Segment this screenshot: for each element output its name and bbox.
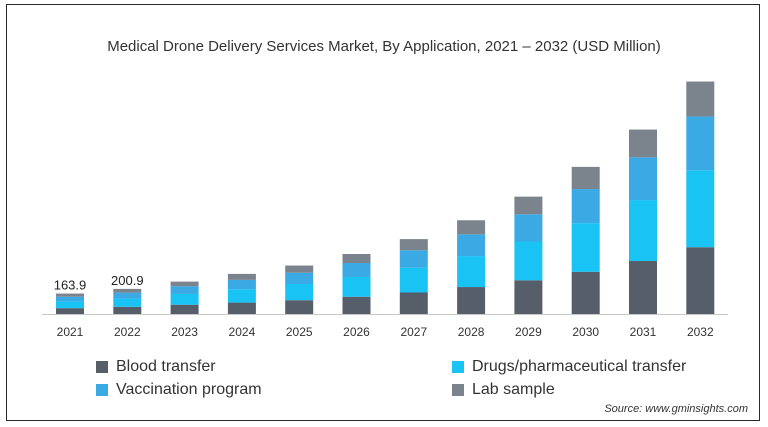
bar-segment-vaccination-program-2030	[571, 189, 600, 224]
bar-segment-drugs-pharmaceutical-transfer-2029	[514, 241, 543, 281]
bar-segment-blood-transfer-2030	[571, 271, 600, 314]
bar-segment-vaccination-program-2032	[686, 116, 715, 171]
bar-segment-lab-sample-2025	[285, 265, 314, 273]
bar-segment-lab-sample-2023	[170, 281, 199, 287]
bar-segment-lab-sample-2027	[399, 239, 428, 251]
bar-segment-vaccination-program-2028	[457, 234, 486, 257]
data-label-total-2021: 163.9	[54, 278, 87, 293]
bar-segment-drugs-pharmaceutical-transfer-2031	[629, 200, 657, 262]
x-tick-label-2028: 2028	[458, 325, 485, 339]
bar-segment-lab-sample-2031	[629, 129, 657, 158]
legend-label-drugs: Drugs/pharmaceutical transfer	[472, 358, 687, 375]
bar-segment-vaccination-program-2026	[342, 263, 371, 277]
x-tick-label-2025: 2025	[286, 325, 313, 339]
legend-label-lab: Lab sample	[472, 381, 555, 398]
bar-segment-drugs-pharmaceutical-transfer-2025	[285, 283, 314, 301]
bar-segment-drugs-pharmaceutical-transfer-2023	[170, 293, 199, 305]
x-tick-label-2024: 2024	[229, 325, 256, 339]
bar-segment-lab-sample-2022	[113, 288, 142, 293]
bar-segment-drugs-pharmaceutical-transfer-2024	[227, 289, 256, 303]
legend-drugs-transfer: Drugs/pharmaceutical transfer	[452, 358, 686, 376]
bar-segment-lab-sample-2024	[227, 273, 256, 280]
bar-segment-blood-transfer-2031	[629, 261, 657, 314]
bar-segment-blood-transfer-2032	[686, 247, 715, 314]
legend-label-vaccination: Vaccination program	[116, 381, 262, 398]
bar-segment-vaccination-program-2031	[629, 157, 657, 201]
x-tick-label-2029: 2029	[515, 325, 542, 339]
bar-segment-lab-sample-2032	[686, 81, 715, 117]
x-tick-label-2022: 2022	[114, 325, 141, 339]
x-tick-label-2023: 2023	[171, 325, 198, 339]
bar-segment-lab-sample-2026	[342, 253, 371, 264]
x-tick-label-2032: 2032	[687, 325, 714, 339]
bar-segment-blood-transfer-2021	[56, 308, 84, 314]
bar-segment-vaccination-program-2022	[113, 292, 142, 299]
legend-swatch-lab	[452, 384, 464, 396]
bar-segment-blood-transfer-2025	[285, 300, 314, 314]
x-tick-label-2027: 2027	[400, 325, 427, 339]
legend-vaccination-program: Vaccination program	[96, 381, 262, 399]
data-label-total-2022: 200.9	[111, 273, 144, 288]
legend-swatch-blood	[96, 361, 108, 373]
bar-segment-blood-transfer-2029	[514, 280, 543, 314]
bar-segment-lab-sample-2028	[457, 220, 486, 235]
legend-label-blood: Blood transfer	[116, 358, 216, 375]
legend-blood-transfer: Blood transfer	[96, 358, 216, 376]
bar-segment-blood-transfer-2027	[399, 292, 428, 314]
bar-segment-blood-transfer-2024	[227, 302, 256, 314]
bar-segment-drugs-pharmaceutical-transfer-2021	[56, 301, 84, 309]
bar-segment-drugs-pharmaceutical-transfer-2027	[399, 267, 428, 293]
bar-segment-lab-sample-2021	[56, 293, 84, 297]
bar-segment-vaccination-program-2023	[170, 286, 199, 294]
bar-segment-drugs-pharmaceutical-transfer-2026	[342, 276, 371, 297]
bar-segment-blood-transfer-2028	[457, 287, 486, 314]
bar-segment-blood-transfer-2022	[113, 306, 142, 314]
bar-segment-lab-sample-2029	[514, 196, 543, 215]
bar-segment-drugs-pharmaceutical-transfer-2028	[457, 256, 486, 288]
bar-segment-drugs-pharmaceutical-transfer-2022	[113, 298, 142, 307]
x-tick-label-2030: 2030	[572, 325, 599, 339]
chart-title: Medical Drone Delivery Services Market, …	[107, 38, 661, 55]
bar-segment-vaccination-program-2024	[227, 279, 256, 290]
x-tick-label-2021: 2021	[57, 325, 84, 339]
bar-segment-vaccination-program-2029	[514, 214, 543, 242]
bar-segment-drugs-pharmaceutical-transfer-2030	[571, 223, 600, 272]
x-tick-label-2026: 2026	[343, 325, 370, 339]
bar-segment-vaccination-program-2025	[285, 272, 314, 284]
x-tick-label-2031: 2031	[630, 325, 657, 339]
legend-lab-sample: Lab sample	[452, 381, 555, 399]
bar-segment-lab-sample-2030	[571, 166, 600, 190]
bar-segment-blood-transfer-2026	[342, 296, 371, 314]
bar-segment-vaccination-program-2021	[56, 296, 84, 302]
bar-segment-vaccination-program-2027	[399, 250, 428, 268]
legend-swatch-vaccination	[96, 384, 108, 396]
legend-swatch-drugs	[452, 361, 464, 373]
bar-segment-blood-transfer-2023	[170, 304, 199, 314]
source-note: Source: www.gminsights.com	[604, 403, 748, 415]
bar-segment-drugs-pharmaceutical-transfer-2032	[686, 170, 715, 248]
